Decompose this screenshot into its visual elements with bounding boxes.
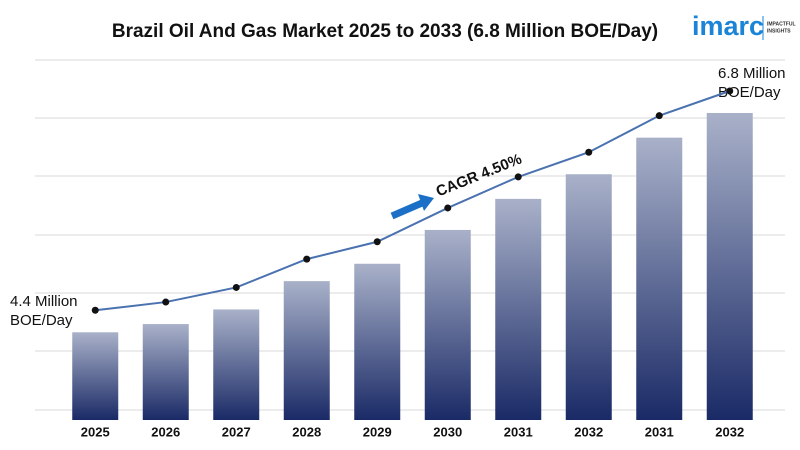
bar: [706, 112, 753, 420]
trend-point: [373, 238, 381, 246]
start-annotation: 4.4 Million: [10, 293, 78, 310]
end-annotation: BOE/Day: [718, 84, 781, 101]
trend-point: [585, 148, 593, 156]
logo-name: imarc: [692, 11, 764, 41]
x-tick-label: 2031: [645, 424, 674, 439]
bar: [565, 174, 612, 420]
bar: [283, 281, 330, 420]
trend-point: [726, 87, 734, 95]
x-tick-label: 2027: [222, 424, 251, 439]
logo: imarc IMPACTFUL INSIGHTS: [692, 11, 796, 41]
trend-point: [303, 255, 311, 263]
x-tick-label: 2029: [363, 424, 392, 439]
bar: [72, 332, 119, 420]
trend-point: [444, 204, 452, 212]
cagr-arrow: [390, 194, 434, 220]
x-tick-label: 2031: [504, 424, 533, 439]
logo-tagline: INSIGHTS: [767, 28, 791, 34]
x-tick-label: 2032: [574, 424, 603, 439]
x-tick-label: 2026: [151, 424, 180, 439]
arrow-head: [418, 194, 434, 211]
cagr-label: CAGR 4.50%: [434, 151, 525, 201]
x-tick-label: 2030: [433, 424, 462, 439]
x-tick-label: 2025: [81, 424, 110, 439]
logo-tagline: IMPACTFUL: [767, 21, 796, 27]
trend-point: [232, 283, 240, 291]
arrow-shaft: [390, 199, 424, 220]
chart-title: Brazil Oil And Gas Market 2025 to 2033 (…: [112, 21, 658, 42]
trend-line: [95, 90, 731, 312]
bar: [354, 263, 401, 420]
x-tick-label: 2028: [292, 424, 321, 439]
trend-point: [514, 173, 522, 181]
start-annotation: BOE/Day: [10, 312, 73, 329]
x-tick-label: 2032: [715, 424, 744, 439]
bar: [636, 137, 683, 420]
bar: [213, 309, 260, 420]
bar: [495, 198, 542, 420]
bar: [142, 324, 189, 420]
bar: [424, 229, 471, 420]
trend-point: [655, 112, 663, 120]
end-annotation: 6.8 Million: [718, 65, 786, 82]
trend-point: [162, 298, 170, 306]
trend-point: [91, 306, 99, 314]
